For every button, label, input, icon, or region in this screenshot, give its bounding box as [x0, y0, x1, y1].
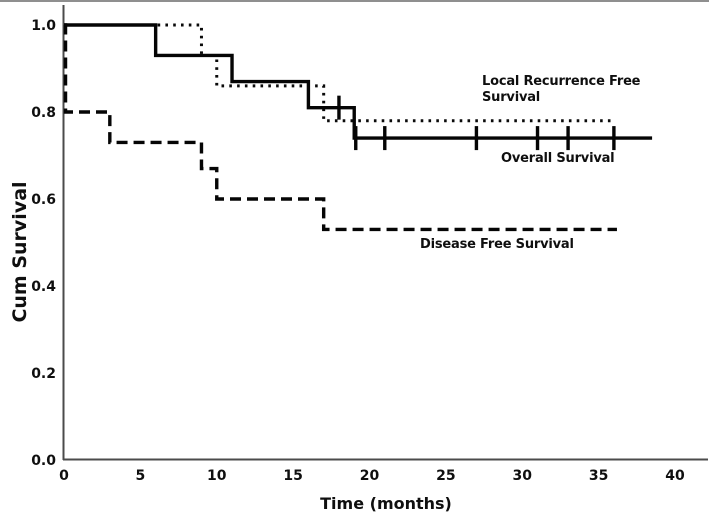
- survival-curve-overall-survival: [64, 23, 653, 140]
- y-tick-label: 0.8: [31, 105, 56, 121]
- survival-curve-local-recurrence-free-survival: [64, 23, 616, 123]
- curve-label-overall-survival: Overall Survival: [501, 151, 615, 166]
- x-tick-label: 35: [589, 468, 608, 484]
- x-tick-label: 5: [136, 468, 146, 484]
- x-tick-label: 30: [513, 468, 533, 484]
- y-tick-label: 0.6: [31, 192, 56, 208]
- x-axis-title: Time (months): [320, 494, 452, 513]
- y-tick-label: 0.4: [31, 279, 56, 295]
- y-tick-label: 1.0: [31, 18, 56, 34]
- x-tick-label: 15: [283, 468, 302, 484]
- x-tick-label: 20: [360, 468, 380, 484]
- x-tick-label: 25: [436, 468, 455, 484]
- x-tick-label: 0: [59, 468, 69, 484]
- x-tick-label: 10: [207, 468, 227, 484]
- y-axis-title: Cum Survival: [9, 181, 31, 323]
- curve-label-disease-free-survival: Disease Free Survival: [420, 237, 574, 252]
- y-tick-label: 0.0: [31, 453, 56, 469]
- curve-label-local-recurrence-free-survival: Local Recurrence Free Survival: [482, 74, 641, 105]
- x-tick-label: 40: [665, 468, 685, 484]
- y-tick-label: 0.2: [31, 366, 56, 382]
- survival-curve-disease-free-survival: [63, 23, 617, 232]
